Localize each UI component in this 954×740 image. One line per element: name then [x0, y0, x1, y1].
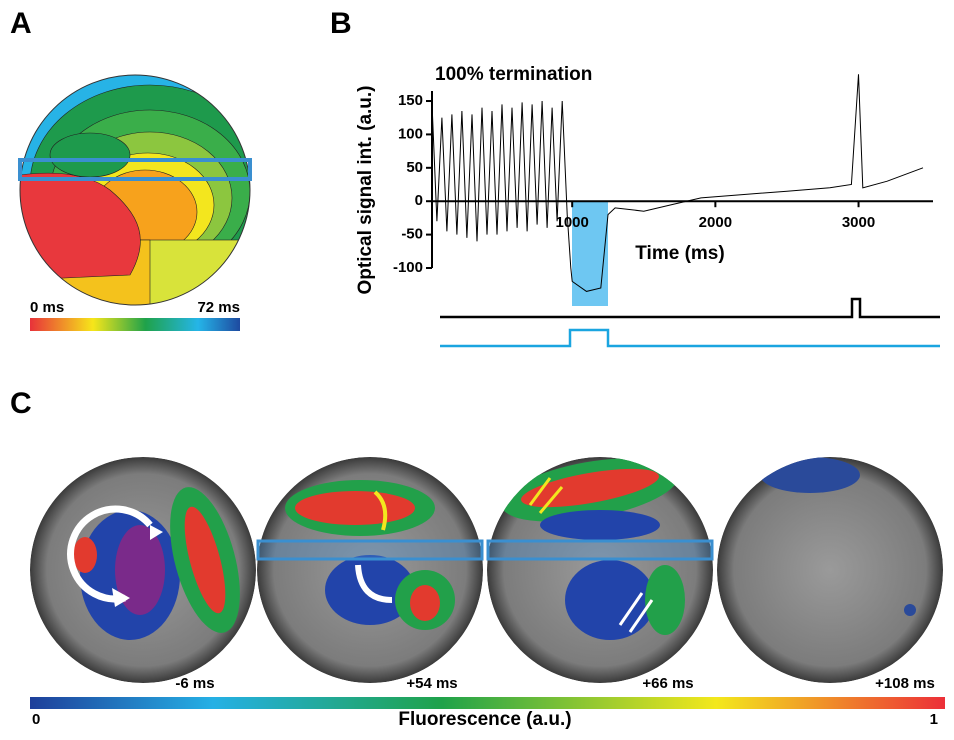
block-marker [528, 477, 564, 514]
x-tick-label: 1000 [555, 214, 588, 231]
y-tick-label: -50 [401, 226, 423, 243]
frame [257, 457, 483, 683]
y-tick-label: 100 [398, 125, 423, 142]
scan-line [256, 539, 484, 561]
arrow-head [150, 525, 163, 540]
y-tick-label: 0 [415, 192, 423, 209]
panel-label: A [10, 7, 32, 40]
x-axis-label: Time (ms) [635, 243, 724, 264]
y-tick-label: 150 [398, 92, 423, 109]
x-tick-label: 3000 [842, 214, 875, 231]
arrow [355, 564, 393, 603]
block-marker [618, 592, 654, 633]
shock-trace [440, 328, 940, 348]
frame [30, 457, 256, 683]
frame [487, 457, 713, 683]
chart: -100 -50 0 50 100 150 1000 2000 3000 [393, 74, 933, 292]
arrow [67, 505, 153, 603]
map-outline [19, 74, 251, 306]
colorbar [30, 318, 240, 331]
stimulus-highlight [572, 201, 608, 306]
panel-label: B [330, 7, 352, 40]
activation-map [20, 75, 250, 305]
colorbar-label: Fluorescence (a.u.) [398, 709, 571, 730]
pacing-trace [440, 297, 940, 319]
frame-time-label: +66 ms [642, 675, 693, 692]
frame-time-label: +54 ms [406, 675, 457, 692]
colorbar-max: 1 [930, 711, 938, 728]
frame-time-label: +108 ms [875, 675, 935, 692]
y-axis-label: Optical signal int. (a.u.) [355, 85, 376, 294]
y-tick-label: -100 [393, 259, 423, 276]
colorbar-max: 72 ms [197, 299, 240, 316]
frame [717, 457, 943, 683]
colorbar-min: 0 ms [30, 299, 64, 316]
y-tick-label: 50 [406, 159, 423, 176]
x-tick-label: 2000 [699, 214, 732, 231]
frame-time-label: -6 ms [175, 675, 214, 692]
colorbar [30, 697, 945, 709]
arrow [373, 490, 388, 531]
colorbar-min: 0 [32, 711, 40, 728]
scan-line [18, 158, 252, 181]
panel-label: C [10, 387, 32, 420]
signal-line [431, 74, 924, 292]
scan-line [486, 539, 714, 561]
arrow-head [112, 588, 130, 607]
chart-title: 100% termination [435, 64, 592, 85]
